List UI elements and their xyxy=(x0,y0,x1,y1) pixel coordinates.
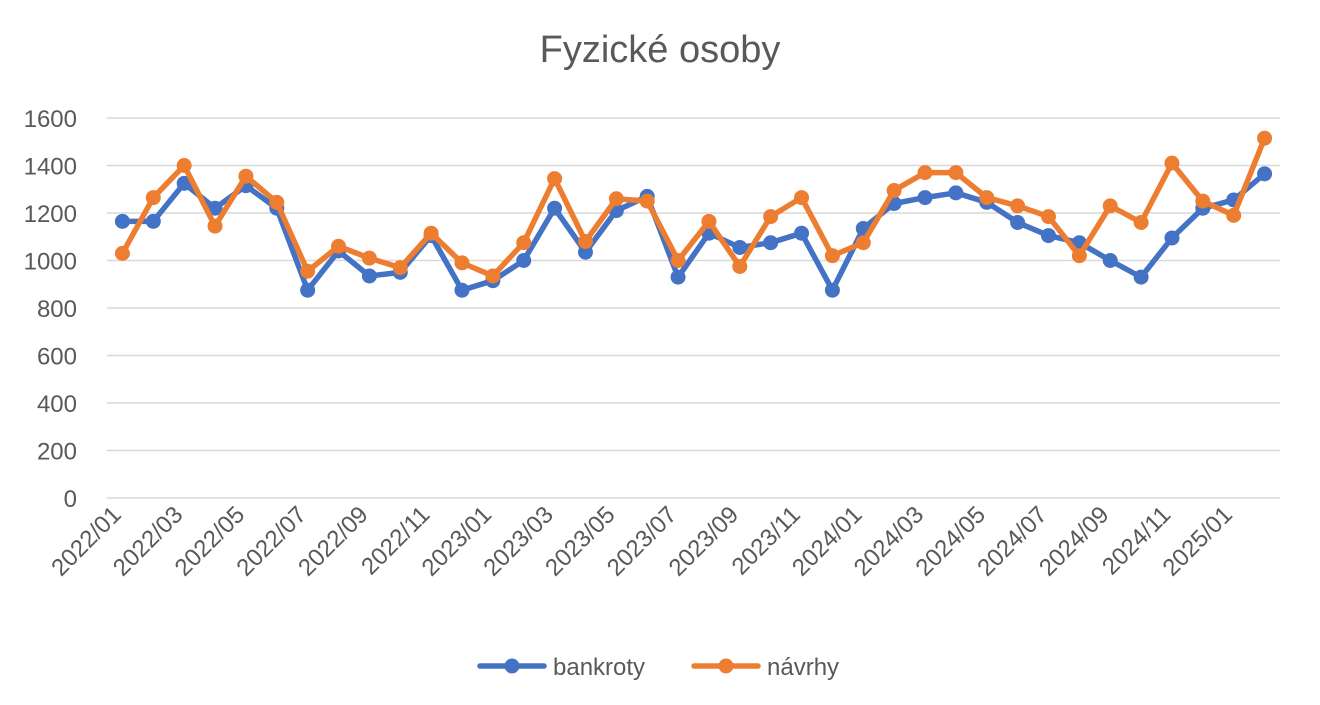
data-point xyxy=(300,282,316,298)
data-point xyxy=(1133,215,1149,230)
data-point xyxy=(639,193,655,209)
legend-item: návrhy xyxy=(691,654,839,681)
x-tick-label: 2023/09 xyxy=(664,501,744,581)
y-tick-label: 400 xyxy=(37,391,77,418)
data-point xyxy=(577,234,593,249)
data-point xyxy=(454,255,470,271)
data-point xyxy=(732,258,748,274)
data-point xyxy=(1195,193,1211,209)
data-point xyxy=(207,200,223,216)
data-point xyxy=(1040,228,1056,244)
data-point xyxy=(855,235,871,251)
data-point xyxy=(145,213,161,229)
data-point xyxy=(948,165,964,181)
data-point xyxy=(1010,215,1026,230)
legend-item: bankroty xyxy=(477,654,645,681)
data-point xyxy=(176,158,192,173)
data-point xyxy=(577,244,593,260)
data-point xyxy=(794,225,810,241)
data-point xyxy=(1010,198,1026,214)
chart-title: Fyzické osoby xyxy=(540,29,781,71)
data-point xyxy=(1102,198,1118,214)
y-tick-label: 0 xyxy=(64,486,77,513)
data-point xyxy=(114,213,130,229)
data-point xyxy=(608,191,624,207)
data-point xyxy=(516,235,532,251)
data-point xyxy=(145,190,161,206)
data-point xyxy=(361,268,377,284)
data-point xyxy=(979,190,995,206)
data-point xyxy=(1071,248,1087,264)
series-1 xyxy=(114,130,1273,284)
data-point xyxy=(732,239,748,255)
data-point xyxy=(794,190,810,206)
data-point xyxy=(423,225,439,241)
data-point xyxy=(300,263,316,279)
data-point xyxy=(886,182,902,198)
data-point xyxy=(361,250,377,266)
data-point xyxy=(176,175,192,191)
data-point xyxy=(670,269,686,285)
data-point xyxy=(1040,209,1056,225)
y-tick-label: 200 xyxy=(37,439,77,466)
legend-marker xyxy=(718,658,734,674)
data-point xyxy=(1257,166,1273,182)
y-tick-label: 1200 xyxy=(24,201,77,228)
data-point xyxy=(331,238,347,254)
data-point xyxy=(1133,269,1149,285)
data-point xyxy=(701,213,717,229)
data-point xyxy=(917,165,933,181)
data-point xyxy=(516,253,532,268)
y-tick-label: 1600 xyxy=(24,106,77,133)
legend-label: bankroty xyxy=(553,654,645,681)
legend: bankroty návrhy xyxy=(477,654,839,681)
data-point xyxy=(917,190,933,206)
data-point xyxy=(392,260,408,276)
data-point xyxy=(207,218,223,234)
y-axis-ticks: 0 200 400 600 800 1000 1200 1400 1600 xyxy=(24,106,77,513)
y-tick-label: 800 xyxy=(37,296,77,323)
data-point xyxy=(1164,230,1180,246)
x-tick-label: 2022/09 xyxy=(293,501,373,581)
data-point xyxy=(948,185,964,201)
data-point xyxy=(485,268,501,284)
data-point xyxy=(547,200,563,216)
y-tick-label: 1400 xyxy=(24,154,77,181)
data-point xyxy=(670,253,686,268)
data-point xyxy=(1102,253,1118,268)
data-point xyxy=(1226,207,1242,223)
data-point xyxy=(824,248,840,264)
series-layer xyxy=(114,130,1273,298)
y-tick-label: 600 xyxy=(37,344,77,371)
x-axis-ticks: 2022/012022/032022/052022/072022/092022/… xyxy=(46,501,1238,581)
y-tick-label: 1000 xyxy=(24,249,77,276)
data-point xyxy=(114,245,130,261)
gridlines xyxy=(107,117,1280,499)
data-point xyxy=(763,209,779,225)
data-point xyxy=(269,194,285,210)
data-point xyxy=(1164,155,1180,171)
data-point xyxy=(1257,130,1273,146)
x-tick-label: 2025/01 xyxy=(1157,501,1237,581)
legend-marker xyxy=(504,658,520,674)
data-point xyxy=(238,168,254,184)
data-point xyxy=(763,235,779,251)
data-point xyxy=(547,171,563,187)
x-tick-label: 2024/09 xyxy=(1034,501,1114,581)
legend-label: návrhy xyxy=(767,654,839,681)
data-point xyxy=(824,282,840,298)
data-point xyxy=(454,282,470,298)
